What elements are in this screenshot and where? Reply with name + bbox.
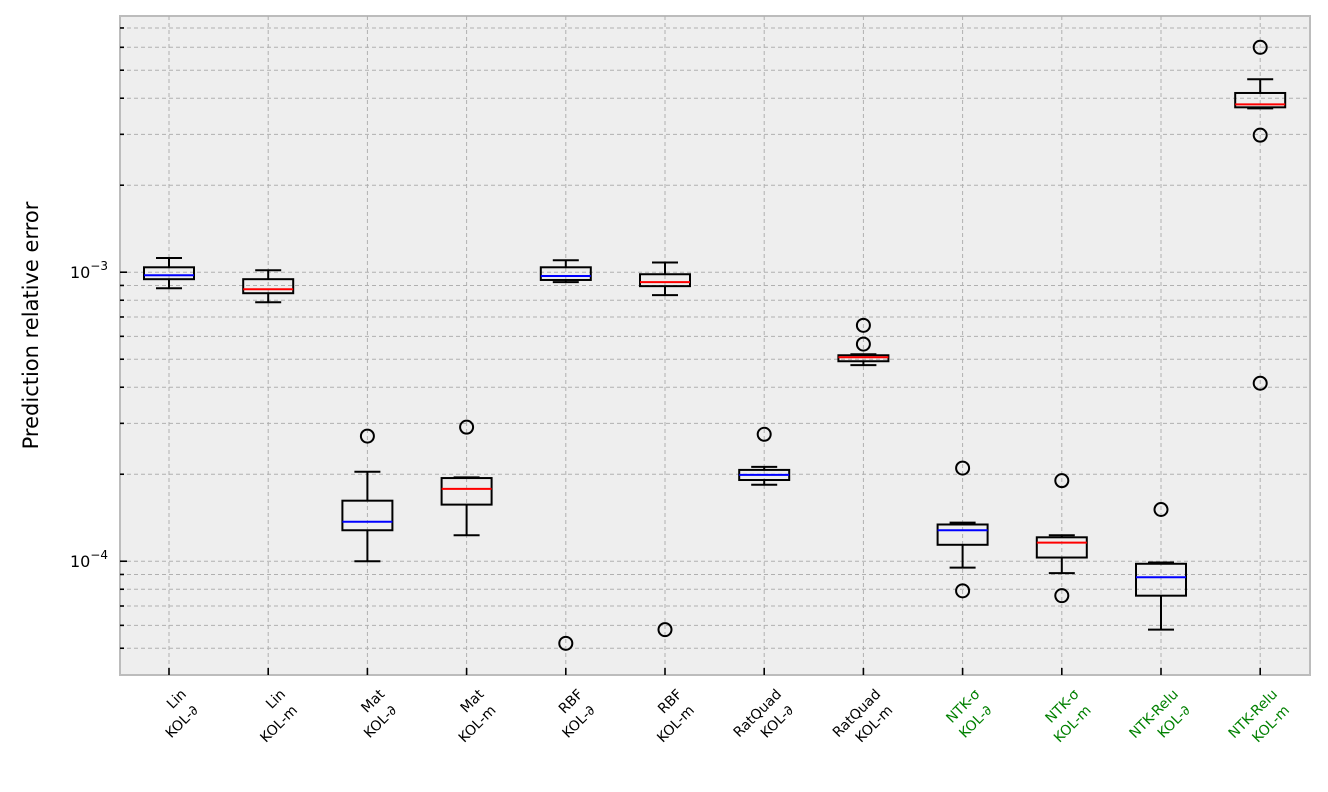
box-5 <box>639 261 691 638</box>
boxes <box>143 39 1287 651</box>
box-7 <box>837 317 890 367</box>
iqr-box <box>143 266 195 281</box>
y-tick-exponent: −4 <box>90 548 108 562</box>
box-4 <box>539 259 592 651</box>
box-0 <box>143 256 195 290</box>
y-tick-exponent: −3 <box>90 259 108 273</box>
outlier-point <box>657 622 673 638</box>
outlier-point <box>855 336 871 352</box>
y-tick-base: 10 <box>70 263 90 282</box>
outlier-point <box>459 419 475 435</box>
y-tick-label: 10−4 <box>70 548 108 571</box>
iqr-box <box>837 354 890 363</box>
iqr-box <box>1135 562 1187 597</box>
axis-ticks <box>120 27 1261 675</box>
box-3 <box>440 419 493 537</box>
outlier-point <box>955 583 971 599</box>
iqr-box <box>936 523 989 546</box>
iqr-box <box>440 477 493 506</box>
outlier-point <box>1153 502 1169 518</box>
iqr-box <box>1234 91 1287 109</box>
y-axis-label: Prediction relative error <box>19 201 43 449</box>
category-line2: KOL-∂ <box>163 703 202 742</box>
iqr-box <box>639 273 691 288</box>
outlier-point <box>955 460 971 476</box>
box-6 <box>738 426 791 486</box>
outlier-point <box>756 426 772 442</box>
grid <box>120 16 1310 675</box>
box-9 <box>1035 473 1088 604</box>
plot-background <box>119 15 1311 676</box>
outlier-point <box>359 428 375 444</box>
box-11 <box>1234 39 1287 391</box>
iqr-box <box>242 278 295 295</box>
iqr-box <box>341 499 394 532</box>
box-10 <box>1135 502 1187 631</box>
box-1 <box>242 269 295 304</box>
iqr-box <box>539 266 592 281</box>
y-tick-label: 10−3 <box>70 259 108 282</box>
outlier-point <box>1252 127 1268 143</box>
box-8 <box>936 460 989 599</box>
y-tick-labels: 10−310−4 <box>70 259 108 571</box>
outlier-point <box>558 635 574 651</box>
iqr-box <box>1035 536 1088 559</box>
outlier-point <box>855 317 871 333</box>
outlier-point <box>1252 375 1268 391</box>
category-line2: KOL-m <box>257 703 301 747</box>
outlier-point <box>1054 588 1070 604</box>
y-tick-base: 10 <box>70 552 90 571</box>
outlier-point <box>1252 39 1268 55</box>
box-2 <box>341 428 394 563</box>
outlier-point <box>1054 473 1070 489</box>
